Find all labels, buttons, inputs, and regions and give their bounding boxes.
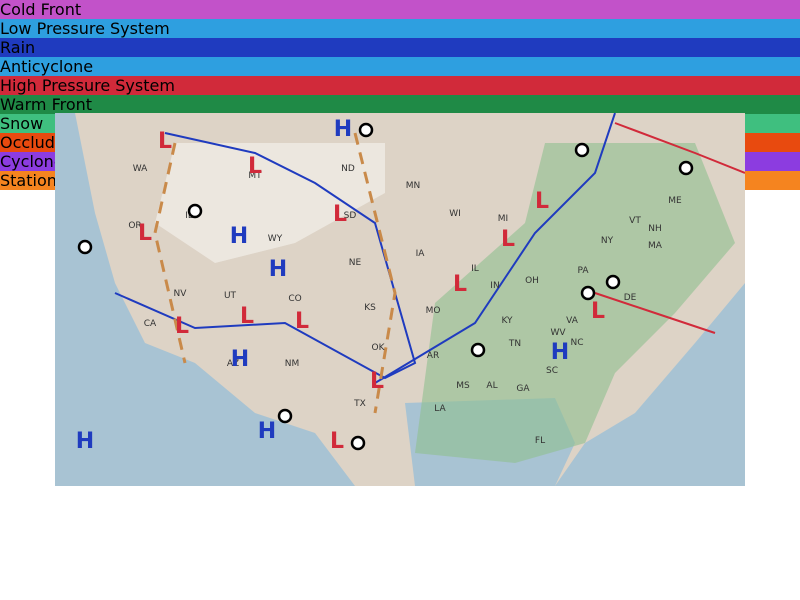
rain-area	[415, 143, 735, 463]
pressure-symbol: H	[231, 347, 249, 372]
pressure-symbol: L	[240, 304, 254, 329]
pressure-symbol: L	[138, 221, 152, 246]
pressure-symbol: L	[248, 154, 262, 179]
pressure-symbol: H	[334, 117, 352, 142]
cold-front	[114, 132, 417, 380]
state-label: CO	[288, 294, 301, 304]
state-label: IA	[416, 249, 426, 259]
state-label: NC	[570, 338, 583, 348]
pressure-symbol: L	[158, 129, 172, 154]
weather-map: WAORIDMTNDSDWYNENVUTCOCAAZNMKSOKTXMNIAMO…	[55, 113, 745, 486]
trough	[153, 132, 397, 414]
pressure-symbol: L	[175, 314, 189, 339]
drop-target[interactable]	[580, 285, 596, 301]
label-tile[interactable]: Low Pressure System	[0, 19, 800, 38]
warm-front	[594, 122, 745, 334]
pressure-symbol: H	[230, 224, 248, 249]
pressure-symbol: L	[330, 429, 344, 454]
state-label: OK	[372, 343, 386, 353]
state-label: OR	[128, 221, 141, 231]
state-label: OH	[525, 276, 539, 286]
state-label: ND	[341, 164, 355, 174]
state-label: MN	[406, 181, 421, 191]
state-label: IL	[471, 264, 479, 274]
cold-front	[374, 113, 616, 384]
state-label: ME	[668, 196, 682, 206]
state-label: WY	[268, 234, 283, 244]
state-label: TN	[508, 339, 521, 349]
state-label: UT	[224, 291, 237, 301]
state-label: WV	[550, 328, 566, 338]
drop-target[interactable]	[350, 435, 366, 451]
state-label: KY	[501, 316, 513, 326]
state-label: GA	[516, 384, 530, 394]
state-label: NV	[174, 289, 188, 299]
state-label: KS	[364, 303, 376, 313]
pressure-symbol: L	[370, 369, 384, 394]
pressure-symbol: H	[258, 419, 276, 444]
state-label: LA	[434, 404, 446, 414]
label-tile[interactable]: Anticyclone	[0, 57, 800, 76]
drop-target[interactable]	[470, 342, 486, 358]
state-label: MI	[498, 214, 508, 224]
label-tile[interactable]: High Pressure System	[0, 76, 800, 95]
pressure-symbol: L	[591, 299, 605, 324]
state-label: NY	[601, 236, 614, 246]
state-label: MS	[456, 381, 470, 391]
state-label: SD	[344, 211, 357, 221]
pressure-symbol: L	[501, 227, 515, 252]
state-label: PA	[577, 266, 589, 276]
state-label: AL	[486, 381, 497, 391]
state-label: VA	[566, 316, 579, 326]
state-label: FL	[535, 436, 545, 446]
snow-area	[155, 143, 385, 263]
state-label: NM	[285, 359, 300, 369]
state-label: VT	[629, 216, 641, 226]
pressure-symbol: L	[295, 309, 309, 334]
drop-target[interactable]	[605, 274, 621, 290]
state-label: NH	[648, 224, 662, 234]
state-label: CA	[144, 319, 157, 329]
state-label: AZ	[227, 359, 239, 369]
pressure-symbol: H	[76, 429, 94, 454]
state-label: NE	[349, 258, 362, 268]
state-label: MA	[648, 241, 663, 251]
pressure-symbol: L	[453, 272, 467, 297]
pressure-symbol: H	[551, 340, 569, 365]
label-tile[interactable]: Warm Front	[0, 95, 800, 114]
pressure-symbol: L	[333, 202, 347, 227]
drop-target[interactable]	[187, 203, 203, 219]
pressure-symbol: L	[535, 189, 549, 214]
label-tile[interactable]: Cold Front	[0, 0, 800, 19]
drop-target[interactable]	[277, 408, 293, 424]
state-label: TX	[353, 399, 366, 409]
state-label: MO	[426, 306, 441, 316]
state-label: AR	[427, 351, 439, 361]
state-label: WI	[449, 209, 461, 219]
state-label: MT	[248, 171, 262, 181]
pressure-symbol: H	[269, 257, 287, 282]
drop-target[interactable]	[574, 142, 590, 158]
state-label: DE	[624, 293, 637, 303]
state-label: IN	[490, 281, 499, 291]
drop-target[interactable]	[678, 160, 694, 176]
state-label: WA	[133, 164, 148, 174]
label-tile[interactable]: Rain	[0, 38, 800, 57]
state-label: SC	[546, 366, 558, 376]
drop-target[interactable]	[77, 239, 93, 255]
drop-target[interactable]	[358, 122, 374, 138]
